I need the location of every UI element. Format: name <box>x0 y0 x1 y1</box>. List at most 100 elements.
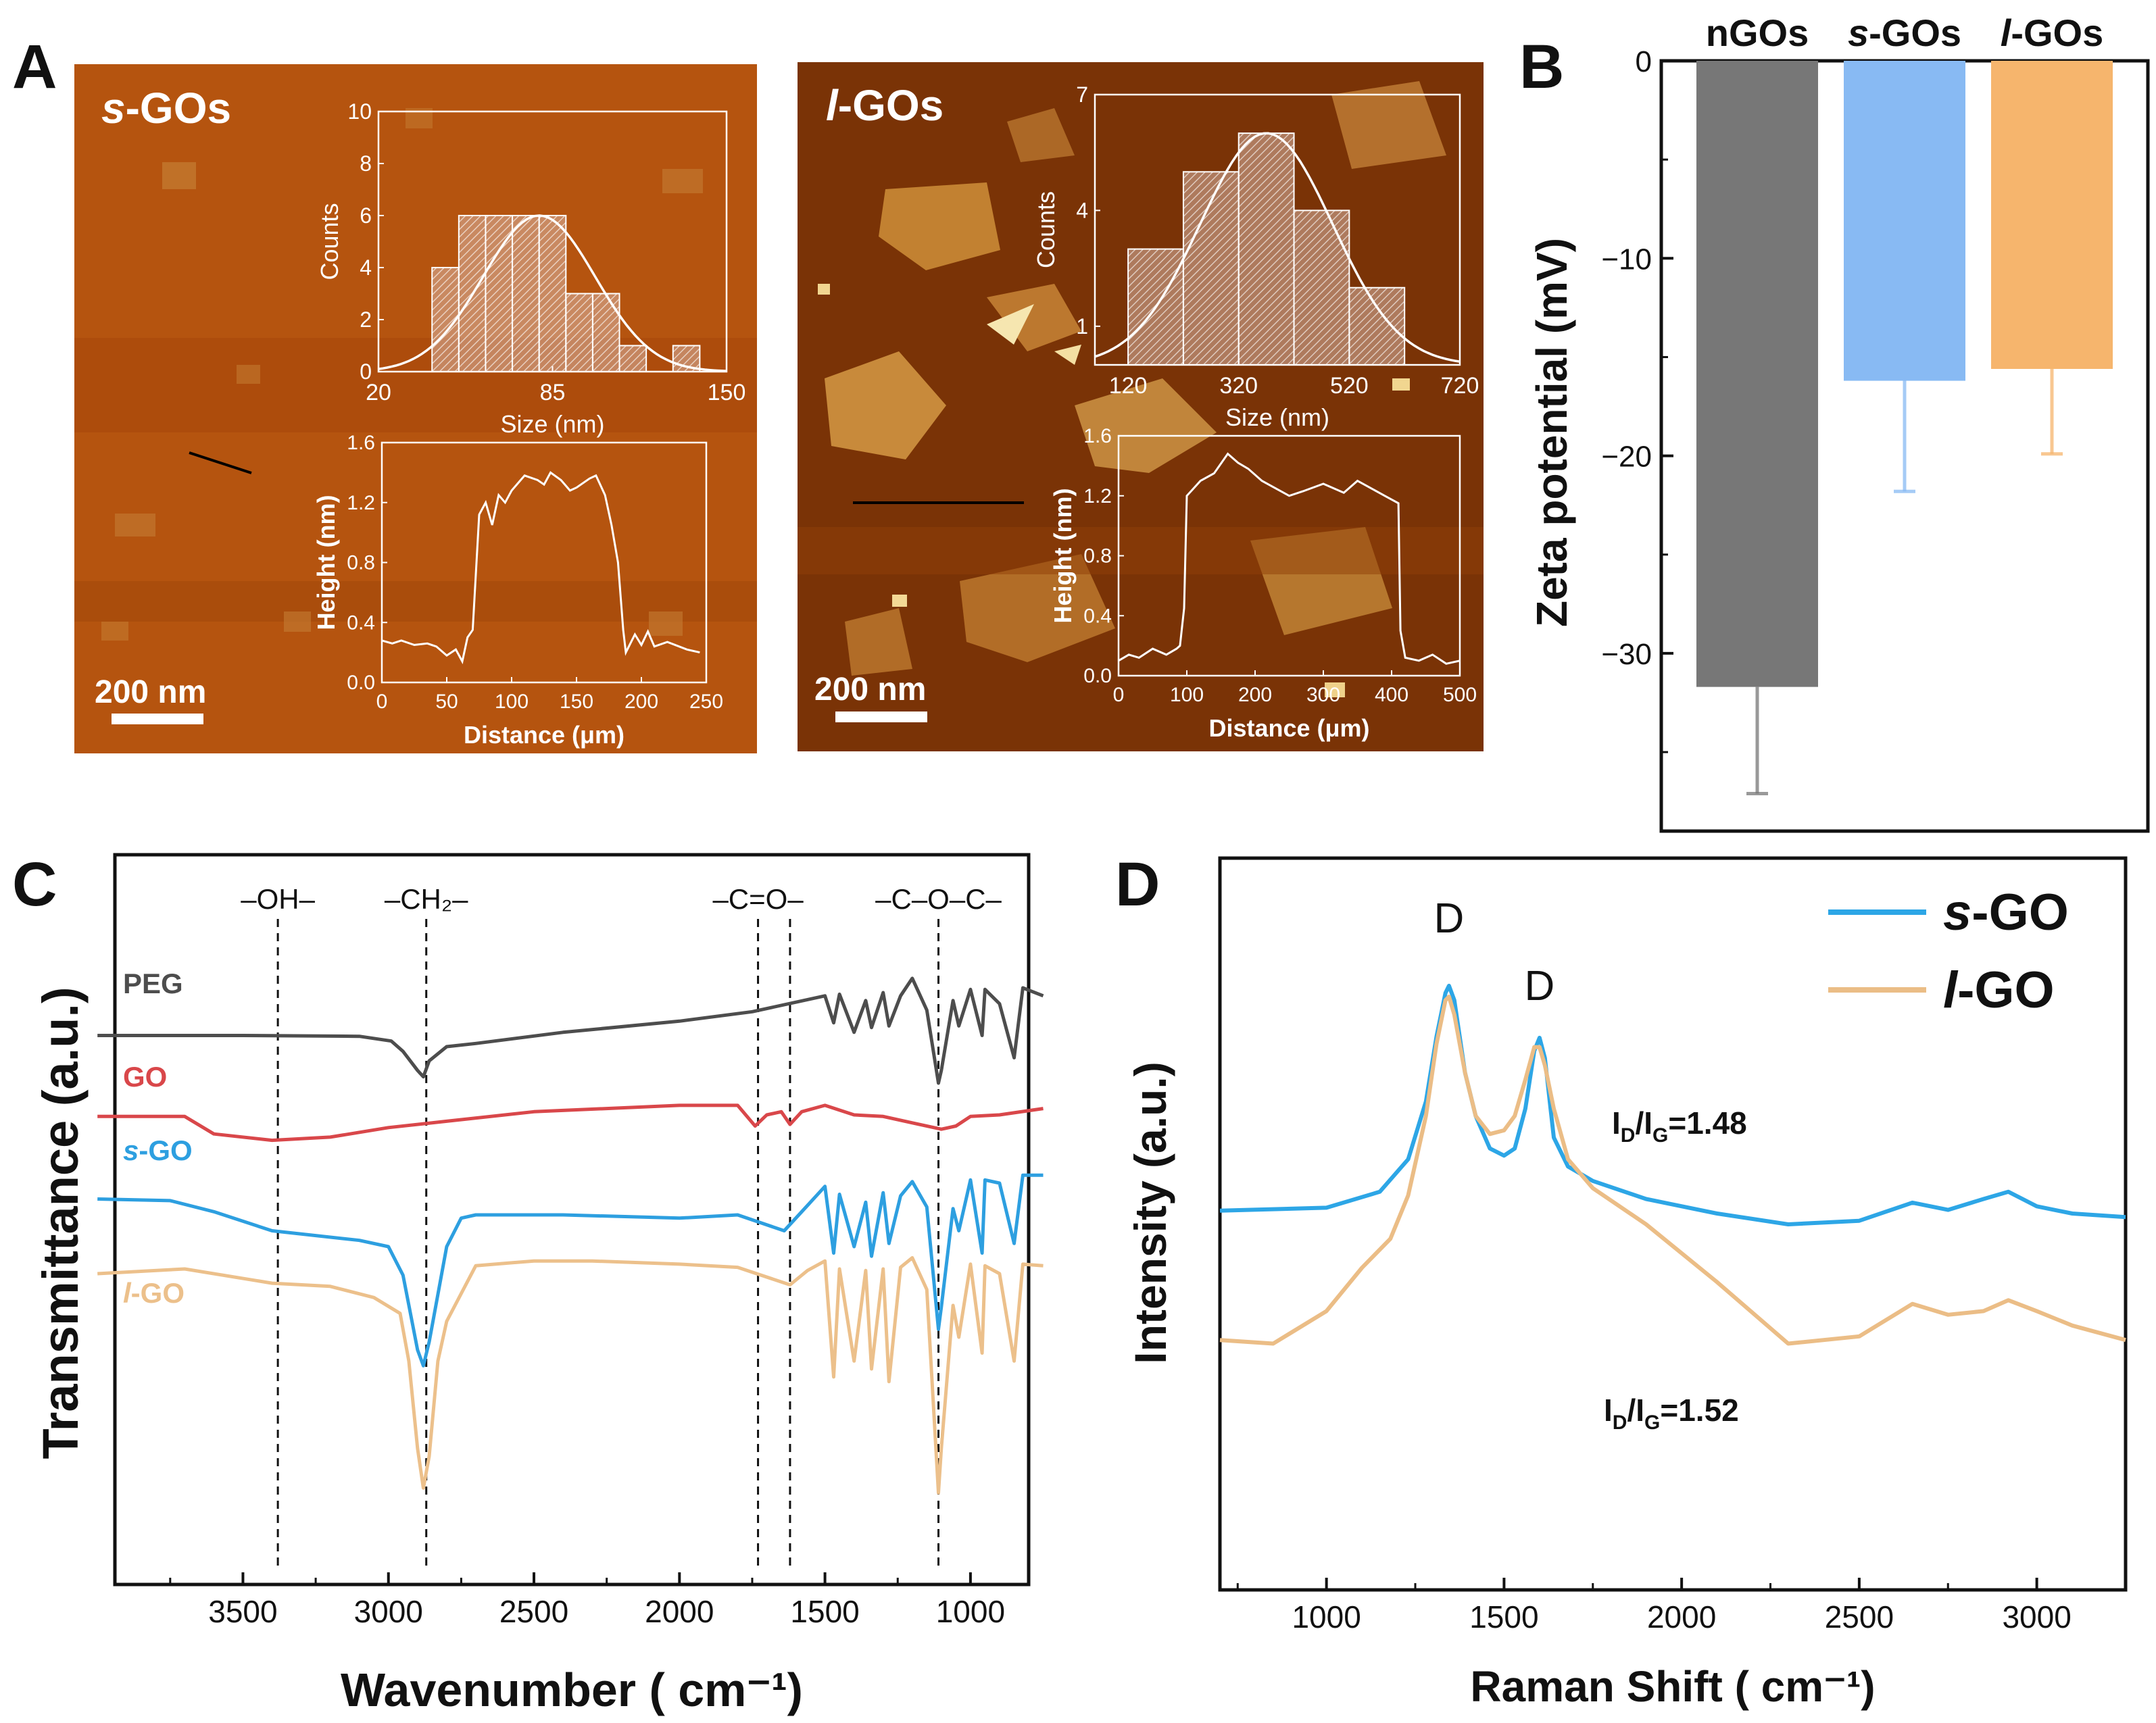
ftir-chart: Transmittance (a.u.) Wavenumber ( cm⁻¹) … <box>32 853 1044 1716</box>
histogram-bar <box>538 215 567 372</box>
intensity-ratio-label: ID/IG=1.52 <box>1604 1393 1739 1434</box>
bar-ngos <box>1696 61 1818 687</box>
x-tick-label: 150 <box>708 380 746 405</box>
afm-histogram-l-gos: 120 320 520 720 1 4 7 Size (nm) Counts <box>1032 82 1479 431</box>
y-tick-label: 8 <box>360 151 372 176</box>
x-tick-label: 50 <box>435 691 458 713</box>
series-label: GO <box>123 1061 167 1093</box>
series-line-l-go <box>97 1256 1044 1495</box>
histogram-bar <box>565 293 593 372</box>
y-tick-label: 7 <box>1076 82 1088 107</box>
legend-label: l-GO <box>1943 962 2055 1019</box>
afm-image-s-gos: s-GOs 200 nm <box>74 64 757 753</box>
intensity-ratio-label: ID/IG=1.48 <box>1612 1105 1747 1147</box>
x-axis-label: Distance (μm) <box>1208 714 1369 742</box>
x-tick-label: 320 <box>1219 373 1258 399</box>
histogram-bar <box>512 215 540 372</box>
x-axis-label: Raman Shift ( cm⁻¹) <box>1470 1662 1875 1711</box>
x-axis-label: Wavenumber ( cm⁻¹) <box>341 1664 803 1716</box>
x-tick-label: 100 <box>495 691 529 713</box>
x-tick-label: 2000 <box>645 1594 714 1629</box>
x-tick-label: 3500 <box>208 1594 277 1629</box>
histogram-bar <box>591 293 620 372</box>
y-tick-label: 0 <box>360 359 372 384</box>
x-tick-label: 250 <box>689 691 723 713</box>
line-cut-marker <box>189 451 252 474</box>
x-tick-label: 120 <box>1109 373 1148 399</box>
x-tick-label: 20 <box>366 380 391 405</box>
y-axis-label: Counts <box>316 203 343 280</box>
y-tick-label: 0.4 <box>347 611 375 634</box>
histogram-bar <box>1293 209 1350 366</box>
peak-label: D <box>1434 895 1465 942</box>
y-tick-label: −10 <box>1601 243 1652 276</box>
x-axis-label: Size (nm) <box>1225 403 1329 431</box>
x-tick-label: 3000 <box>354 1594 423 1629</box>
series-label: s-GO <box>123 1134 193 1166</box>
gaussian-fit-line <box>378 214 727 372</box>
histogram-bar <box>1182 171 1240 366</box>
y-axis-label: Zeta potential (mV) <box>1527 238 1576 627</box>
category-label: nGOs <box>1706 11 1809 54</box>
x-tick-label: 3000 <box>2002 1599 2071 1634</box>
histogram-bar <box>1348 286 1406 366</box>
peak-label: D <box>1525 963 1555 1009</box>
x-tick-label: 1000 <box>936 1594 1005 1629</box>
height-profile-s-gos: 0 50 100 150 200 250 0.0 0.4 0.8 1.2 1.6 Distance (… <box>312 432 723 749</box>
scale-bar-label: 200 nm <box>814 672 926 707</box>
y-tick-label: −30 <box>1601 638 1652 671</box>
series-line-l-go <box>1219 995 2126 1346</box>
x-tick-label: 2000 <box>1647 1599 1716 1634</box>
scale-bar <box>112 714 203 724</box>
x-tick-label: 150 <box>560 691 593 713</box>
histogram-bar <box>1238 132 1295 366</box>
y-tick-label: 4 <box>1076 198 1088 222</box>
afm-image-l-gos: l-GOs 200 nm <box>798 62 1484 751</box>
height-profile-line <box>1118 452 1461 665</box>
afm-texture <box>74 64 757 753</box>
y-tick-label: 0.0 <box>347 672 375 694</box>
x-tick-label: 200 <box>1238 684 1272 706</box>
histogram-bar <box>618 345 647 372</box>
raman-chart: Intensity (a.u.) Raman Shift ( cm⁻¹) D Ds… <box>1125 856 2128 1711</box>
x-tick-label: 2500 <box>499 1594 568 1629</box>
series-label: PEG <box>123 968 183 999</box>
panel-label-d: D <box>1115 850 1160 919</box>
histogram-bar <box>485 215 514 372</box>
x-tick-label: 720 <box>1441 373 1479 399</box>
y-tick-label: 0.8 <box>347 552 375 574</box>
height-profile-l-gos: 0 100 200 300 400 500 0.0 0.4 0.8 1.2 1.6 Distance … <box>1049 425 1477 742</box>
y-tick-label: 10 <box>347 99 372 124</box>
y-axis-label: Height (nm) <box>1049 489 1077 624</box>
y-tick-label: 0.0 <box>1083 665 1112 687</box>
legend-label: s-GO <box>1943 884 2069 941</box>
x-tick-label: 1500 <box>790 1594 859 1629</box>
x-tick-label: 500 <box>1443 684 1477 706</box>
plot-frame <box>1218 856 2128 1592</box>
y-tick-label: 1 <box>1076 314 1088 339</box>
x-tick-label: 2500 <box>1825 1599 1894 1634</box>
y-tick-label: −20 <box>1601 441 1652 474</box>
y-tick-label: 1.6 <box>1083 425 1112 447</box>
x-tick-label: 85 <box>540 380 566 405</box>
x-tick-label: 1500 <box>1469 1599 1538 1634</box>
series-line-go <box>97 1103 1044 1143</box>
bar-s-gos <box>1844 61 1965 381</box>
category-label: s-GOs <box>1848 11 1961 54</box>
y-tick-label: 1.2 <box>347 492 375 514</box>
y-axis-label: Intensity (a.u.) <box>1125 1062 1175 1364</box>
scale-bar <box>835 711 927 722</box>
functional-group-label: –CH₂– <box>385 883 468 915</box>
series-label: l-GO <box>123 1277 185 1309</box>
functional-group-label: –C=O– <box>712 883 804 915</box>
x-tick-label: 300 <box>1306 684 1340 706</box>
afm-histogram-s-gos: 20 85 150 0 2 4 6 8 10 Size (nm) Counts <box>316 99 745 438</box>
afm-texture <box>798 81 1484 697</box>
panel-label-c: C <box>12 850 57 919</box>
y-tick-label: 0 <box>1636 45 1652 78</box>
y-axis-label: Height (nm) <box>312 495 340 630</box>
bar-l-gos <box>1991 61 2113 369</box>
functional-group-label: –OH– <box>241 883 315 915</box>
x-tick-label: 400 <box>1375 684 1408 706</box>
